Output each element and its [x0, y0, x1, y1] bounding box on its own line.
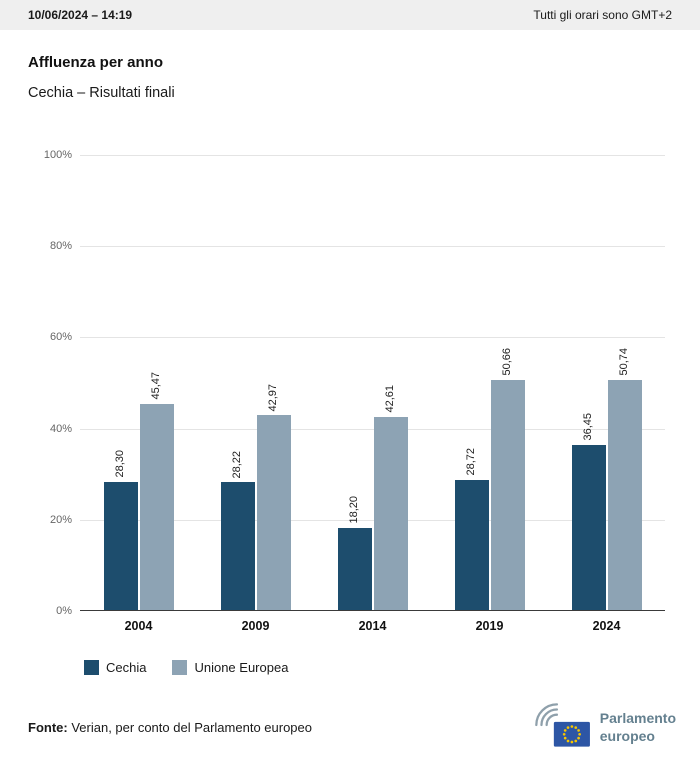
bar-cechia [454, 480, 489, 611]
bar-wrap: 42,61 [373, 385, 408, 611]
bar-group: 28,30 45,47 [80, 372, 197, 611]
y-tick-label: 80% [49, 240, 72, 253]
bar-value-label: 42,61 [384, 385, 396, 413]
page-subtitle: Cechia – Risultati finali [28, 85, 175, 101]
bar-unione-europea [139, 403, 174, 611]
bar-group: 36,45 50,74 [548, 348, 665, 611]
x-axis-line [80, 610, 665, 611]
legend-swatch [172, 660, 188, 675]
bar-group: 18,20 42,61 [314, 385, 431, 611]
legend-item: Cechia [84, 660, 146, 675]
bar-wrap: 45,47 [139, 372, 174, 611]
bar-cechia [337, 528, 372, 611]
bar-wrap: 50,66 [490, 348, 525, 611]
y-tick-label: 0% [56, 605, 72, 617]
page-title: Affluenza per anno [28, 54, 164, 71]
source-note: Fonte: Verian, per conto del Parlamento … [28, 720, 312, 735]
bar-cechia [571, 444, 606, 611]
bar-group: 28,22 42,97 [197, 384, 314, 611]
gridline [80, 246, 665, 248]
y-tick-label: 60% [49, 331, 72, 344]
bar-value-label: 50,74 [618, 348, 630, 376]
bar-cechia [220, 482, 255, 611]
source-label: Fonte: [28, 720, 68, 735]
legend-label: Cechia [106, 660, 147, 675]
gridline [80, 155, 665, 156]
bar-wrap: 28,30 [103, 450, 138, 611]
timezone-note: Tutti gli orari sono GMT+2 [533, 8, 672, 22]
x-axis-label: 2009 [241, 619, 270, 633]
bar-value-label: 50,66 [501, 348, 513, 376]
x-axis-labels: 2004 2009 2014 2019 2024 [80, 619, 665, 633]
bar-wrap: 28,22 [220, 450, 255, 611]
bar-unione-europea [373, 416, 408, 611]
x-axis-label: 2014 [358, 619, 387, 633]
x-axis-label: 2019 [475, 619, 504, 633]
bar-wrap: 36,45 [571, 413, 606, 611]
chart-legend: Cechia Unione Europea [84, 660, 700, 675]
x-axis-label: 2024 [592, 619, 621, 633]
bar-groups: 28,30 45,47 28,22 42,97 18,20 42,61 28,72 50,66… [80, 155, 665, 611]
bar-unione-europea [256, 415, 291, 611]
gridline [80, 519, 665, 521]
x-axis-label: 2004 [124, 619, 153, 633]
bar-value-label: 36,45 [582, 413, 594, 441]
bar-unione-europea [607, 379, 642, 611]
bar-group: 28,72 50,66 [431, 348, 548, 611]
y-axis: 0% 20% 40% 60% 80% 100% [30, 149, 72, 617]
legend-label: Unione Europea [194, 660, 289, 675]
eu-flag-hemicycle-icon [526, 701, 592, 754]
legend-swatch [84, 660, 99, 675]
source-text: Verian, per conto del Parlamento europeo [67, 720, 312, 735]
top-bar: 10/06/2024 – 14:19 Tutti gli orari sono … [0, 0, 700, 30]
bar-value-label: 18,20 [348, 496, 360, 524]
gridline [80, 428, 665, 430]
logo-text-line1: Parlamento [599, 710, 676, 726]
plot-area [80, 155, 665, 611]
bar-value-label: 28,30 [114, 450, 126, 478]
bar-wrap: 28,72 [454, 448, 489, 611]
bar-value-label: 28,22 [231, 450, 243, 479]
bar-value-label: 42,97 [267, 383, 279, 412]
legend-item: Unione Europea [172, 660, 288, 675]
bar-wrap: 42,97 [256, 383, 291, 611]
y-tick-label: 40% [49, 422, 72, 435]
bar-wrap: 50,74 [607, 348, 642, 611]
bottom-row: Fonte: Verian, per conto del Parlamento … [28, 701, 676, 754]
y-tick-label: 100% [43, 149, 72, 161]
gridline [80, 337, 665, 339]
logo-text-line2: europeo [599, 727, 655, 744]
y-tick-label: 20% [49, 513, 72, 526]
bar-value-label: 28,72 [465, 448, 477, 476]
bar-unione-europea [490, 380, 525, 611]
logo-text: Parlamento europeo [600, 710, 676, 745]
european-parliament-logo: Parlamento europeo [526, 701, 676, 754]
bar-wrap: 18,20 [337, 496, 372, 611]
bar-cechia [103, 482, 138, 611]
bar-chart: 0% 20% 40% 60% 80% 100% 28,30 45,47 28,22 42,97 1… [44, 149, 665, 617]
datetime-label: 10/06/2024 – 14:19 [28, 8, 133, 22]
bar-value-label: 45,47 [150, 372, 162, 400]
